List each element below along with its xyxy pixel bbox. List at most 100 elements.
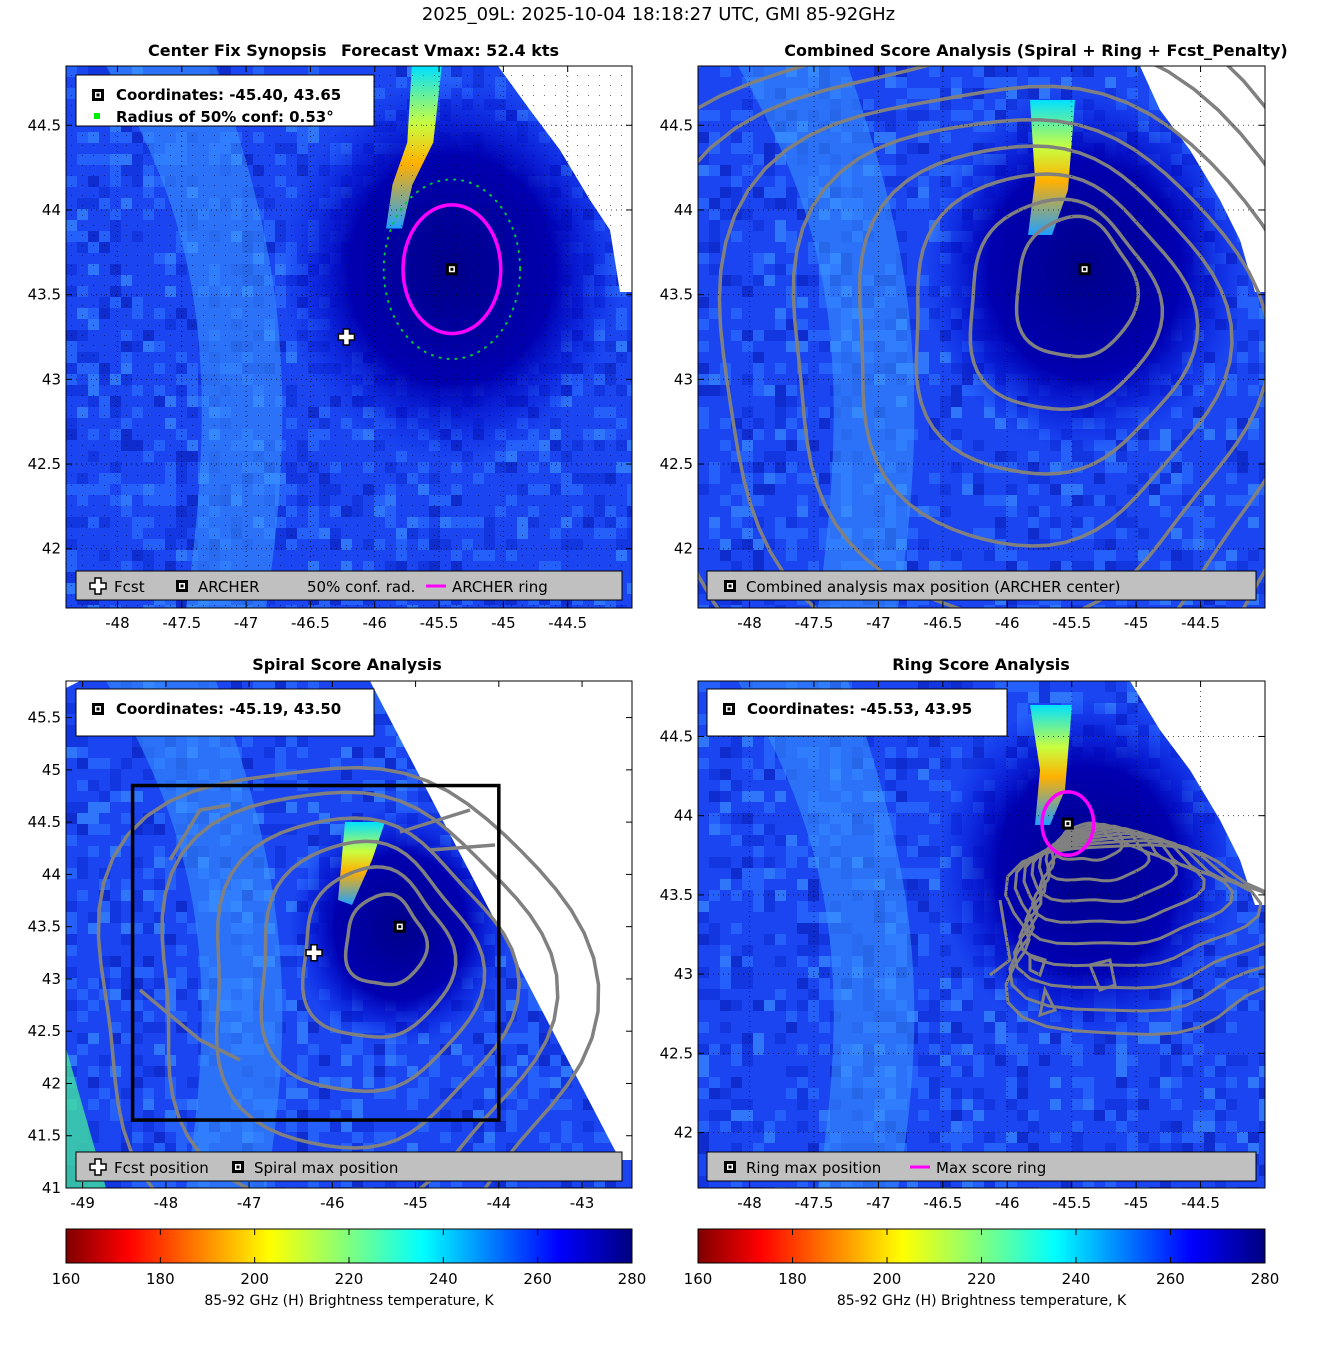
tb-cell bbox=[1215, 605, 1226, 608]
rainband bbox=[738, 66, 915, 608]
tb-cell bbox=[1204, 1132, 1215, 1143]
tb-cell bbox=[940, 561, 951, 572]
tb-cell bbox=[528, 1187, 539, 1188]
tb-cell bbox=[764, 154, 775, 165]
tb-cell bbox=[143, 967, 154, 978]
tb-cell bbox=[473, 1066, 484, 1077]
tb-cell bbox=[709, 1044, 720, 1055]
tb-cell bbox=[1259, 934, 1265, 945]
tb-cell bbox=[896, 253, 907, 264]
tb-cell bbox=[319, 1055, 330, 1066]
tb-cell bbox=[451, 1044, 462, 1055]
tb-cell bbox=[1116, 462, 1127, 473]
tb-cell bbox=[951, 561, 962, 572]
tb-cell bbox=[539, 1132, 550, 1143]
tb-cell bbox=[121, 890, 132, 901]
tb-cell bbox=[698, 1176, 709, 1187]
tb-cell bbox=[995, 495, 1006, 506]
tb-cell bbox=[1259, 484, 1265, 495]
tb-cell bbox=[775, 1110, 786, 1121]
tb-cell bbox=[1237, 352, 1248, 363]
tb-cell bbox=[462, 1110, 473, 1121]
tb-cell bbox=[110, 1187, 121, 1188]
tb-cell bbox=[253, 813, 264, 824]
tb-cell bbox=[951, 681, 962, 692]
tb-cell bbox=[1182, 1066, 1193, 1077]
tb-cell bbox=[1259, 462, 1265, 473]
tb-cell bbox=[88, 1121, 99, 1132]
tb-cell bbox=[121, 1143, 132, 1154]
tb-cell bbox=[66, 1000, 77, 1011]
tb-cell bbox=[154, 846, 165, 857]
tb-cell bbox=[698, 297, 709, 308]
tb-cell bbox=[720, 1044, 731, 1055]
tb-cell bbox=[528, 1000, 539, 1011]
tb-cell bbox=[940, 780, 951, 791]
legend-square-marker-dot bbox=[180, 584, 184, 588]
tb-cell bbox=[1259, 396, 1265, 407]
tb-cell bbox=[1017, 1088, 1028, 1099]
tb-cell bbox=[561, 1099, 572, 1110]
colorbar: 160 180 200 220 240 260 280 85-92 GHz (H) Brigh… bbox=[684, 1228, 1279, 1309]
tb-cell bbox=[429, 1066, 440, 1077]
tb-cell bbox=[341, 1044, 352, 1055]
x-tick-label: -48 bbox=[737, 1194, 762, 1212]
tb-cell bbox=[1061, 77, 1072, 88]
ring-contours bbox=[989, 821, 1265, 1037]
rainband bbox=[106, 681, 283, 1188]
tb-cell bbox=[1171, 484, 1182, 495]
ring-contour-line bbox=[1008, 839, 1265, 1013]
tb-cell bbox=[352, 1121, 363, 1132]
tb-cell bbox=[1149, 1187, 1160, 1188]
tb-cell bbox=[1226, 934, 1237, 945]
tb-cell bbox=[863, 121, 874, 132]
tb-cell bbox=[110, 1110, 121, 1121]
tb-cell bbox=[896, 231, 907, 242]
tb-cell bbox=[720, 275, 731, 286]
tb-cell bbox=[121, 934, 132, 945]
tb-cell bbox=[154, 923, 165, 934]
y-tick-label: 42.5 bbox=[660, 1044, 693, 1062]
tb-cell bbox=[720, 165, 731, 176]
tb-cell bbox=[561, 1066, 572, 1077]
tb-cell bbox=[709, 923, 720, 934]
tb-cell bbox=[1050, 1132, 1061, 1143]
tb-cell bbox=[742, 99, 753, 110]
tb-cell bbox=[896, 758, 907, 769]
tb-cell bbox=[1127, 1088, 1138, 1099]
tb-cell bbox=[484, 1143, 495, 1154]
tb-cell bbox=[808, 275, 819, 286]
tb-cell bbox=[951, 88, 962, 99]
tb-cell bbox=[275, 846, 286, 857]
tb-cell bbox=[242, 736, 253, 747]
tb-cell bbox=[742, 1099, 753, 1110]
tb-cell bbox=[764, 857, 775, 868]
tb-cell bbox=[1072, 1099, 1083, 1110]
tb-cell bbox=[1138, 1033, 1149, 1044]
tb-cell bbox=[929, 88, 940, 99]
tb-cell bbox=[1182, 550, 1193, 561]
tb-cell bbox=[1127, 484, 1138, 495]
tb-cell bbox=[720, 66, 731, 77]
tb-cell bbox=[808, 440, 819, 451]
tb-cell bbox=[709, 813, 720, 824]
tb-cell bbox=[1248, 297, 1259, 308]
tb-cell bbox=[720, 550, 731, 561]
tb-cell bbox=[940, 1022, 951, 1033]
tb-cell bbox=[885, 198, 896, 209]
tb-cell bbox=[187, 1099, 198, 1110]
tb-cell bbox=[698, 1022, 709, 1033]
tb-cell bbox=[1259, 308, 1265, 319]
tb-cell bbox=[297, 1066, 308, 1077]
tb-cell bbox=[1072, 605, 1083, 608]
tb-cell bbox=[550, 1143, 561, 1154]
tb-cell bbox=[1171, 528, 1182, 539]
tb-cell bbox=[709, 934, 720, 945]
tb-cell bbox=[132, 967, 143, 978]
tb-cell bbox=[132, 1077, 143, 1088]
tb-cell bbox=[742, 165, 753, 176]
tb-cell bbox=[1248, 1143, 1259, 1154]
tb-cell bbox=[1127, 66, 1138, 77]
tb-cell bbox=[885, 758, 896, 769]
tb-cell bbox=[1160, 561, 1171, 572]
